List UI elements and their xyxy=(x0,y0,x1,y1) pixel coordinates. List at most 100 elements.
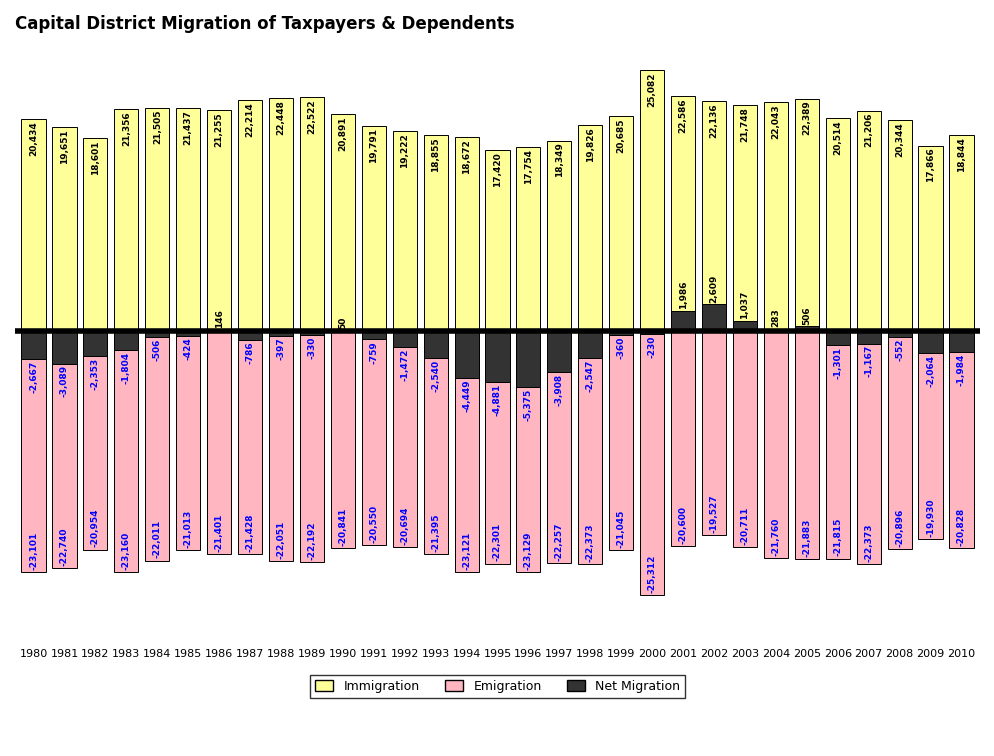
Bar xyxy=(578,331,601,358)
Bar xyxy=(362,125,386,331)
Text: 20,344: 20,344 xyxy=(895,122,904,156)
Text: 22,389: 22,389 xyxy=(801,101,810,135)
Bar xyxy=(423,331,447,358)
Text: 21,356: 21,356 xyxy=(121,111,131,146)
Text: 20,685: 20,685 xyxy=(616,119,625,153)
Bar xyxy=(733,321,756,331)
Text: -1,984: -1,984 xyxy=(956,354,965,386)
Bar xyxy=(207,330,231,331)
Bar xyxy=(114,110,138,331)
Text: -22,301: -22,301 xyxy=(492,523,502,562)
Text: -5,375: -5,375 xyxy=(524,389,533,421)
Text: -4,881: -4,881 xyxy=(492,384,502,416)
Text: -22,011: -22,011 xyxy=(153,520,162,559)
Text: -21,401: -21,401 xyxy=(215,514,224,552)
Bar xyxy=(578,125,601,331)
Bar xyxy=(733,105,756,331)
Bar xyxy=(454,331,478,378)
Bar xyxy=(516,147,540,331)
Bar xyxy=(207,110,231,331)
Bar xyxy=(393,331,416,547)
Bar xyxy=(856,331,880,344)
Text: -23,129: -23,129 xyxy=(524,531,533,570)
Text: -397: -397 xyxy=(276,337,285,360)
Text: -759: -759 xyxy=(369,341,378,364)
Bar xyxy=(794,327,818,331)
Text: 20,891: 20,891 xyxy=(338,116,347,150)
Bar xyxy=(114,331,138,350)
Text: -25,312: -25,312 xyxy=(647,554,656,593)
Text: 21,505: 21,505 xyxy=(153,110,162,144)
Bar xyxy=(145,331,169,336)
Bar xyxy=(516,331,540,387)
Bar xyxy=(238,331,261,339)
Bar xyxy=(794,98,818,331)
Text: -23,160: -23,160 xyxy=(121,532,131,571)
Text: -20,896: -20,896 xyxy=(895,509,904,547)
Text: -22,257: -22,257 xyxy=(555,522,564,561)
Bar xyxy=(393,132,416,331)
Bar xyxy=(145,107,169,331)
Bar xyxy=(701,305,726,331)
Text: 22,586: 22,586 xyxy=(678,98,687,133)
Text: -506: -506 xyxy=(153,339,162,361)
Bar xyxy=(701,331,726,534)
Bar xyxy=(825,118,849,331)
Bar xyxy=(763,102,787,331)
Text: -786: -786 xyxy=(246,341,254,364)
Bar xyxy=(639,70,664,331)
Text: -22,740: -22,740 xyxy=(60,528,69,566)
Bar xyxy=(547,331,571,372)
Text: -22,373: -22,373 xyxy=(585,524,594,562)
Text: -1,804: -1,804 xyxy=(121,352,131,384)
Bar xyxy=(22,331,46,359)
Bar xyxy=(176,331,200,336)
Bar xyxy=(608,331,632,335)
Text: -1,301: -1,301 xyxy=(832,346,841,379)
Bar xyxy=(948,331,972,548)
Bar xyxy=(608,331,632,550)
Bar xyxy=(238,331,261,554)
Text: -360: -360 xyxy=(616,336,625,359)
Text: 17,866: 17,866 xyxy=(925,147,934,182)
Text: -20,954: -20,954 xyxy=(90,509,99,547)
Text: -3,089: -3,089 xyxy=(60,365,69,398)
Text: 21,255: 21,255 xyxy=(215,113,224,147)
Text: 21,748: 21,748 xyxy=(740,107,748,142)
Bar xyxy=(917,146,941,331)
Text: -22,373: -22,373 xyxy=(863,524,873,562)
Bar xyxy=(330,331,355,548)
Bar xyxy=(856,111,880,331)
Bar xyxy=(362,331,386,339)
Text: -230: -230 xyxy=(647,336,656,358)
Bar xyxy=(454,137,478,331)
Text: -552: -552 xyxy=(895,339,904,361)
Text: -23,121: -23,121 xyxy=(461,531,470,570)
Bar xyxy=(423,135,447,331)
Bar xyxy=(516,331,540,572)
Text: 20,434: 20,434 xyxy=(29,121,38,156)
Bar xyxy=(856,331,880,564)
Bar xyxy=(330,114,355,331)
Text: 50: 50 xyxy=(338,317,347,330)
Text: 19,791: 19,791 xyxy=(369,128,378,163)
Text: 17,420: 17,420 xyxy=(492,152,502,187)
Text: 146: 146 xyxy=(215,309,224,328)
Bar xyxy=(454,331,478,572)
Bar xyxy=(176,331,200,550)
Bar xyxy=(393,331,416,347)
Text: -1,472: -1,472 xyxy=(400,349,409,381)
Text: 1,037: 1,037 xyxy=(740,291,748,319)
Bar xyxy=(22,331,46,572)
Text: 22,522: 22,522 xyxy=(307,99,316,134)
Bar xyxy=(485,150,509,331)
Bar xyxy=(948,135,972,331)
Bar xyxy=(299,97,324,331)
Text: -23,101: -23,101 xyxy=(29,531,38,570)
Text: 25,082: 25,082 xyxy=(647,73,656,107)
Text: -330: -330 xyxy=(307,336,316,359)
Bar xyxy=(578,331,601,564)
Text: 20,514: 20,514 xyxy=(832,120,841,155)
Text: 19,222: 19,222 xyxy=(400,134,409,169)
Text: 1,986: 1,986 xyxy=(678,280,687,309)
